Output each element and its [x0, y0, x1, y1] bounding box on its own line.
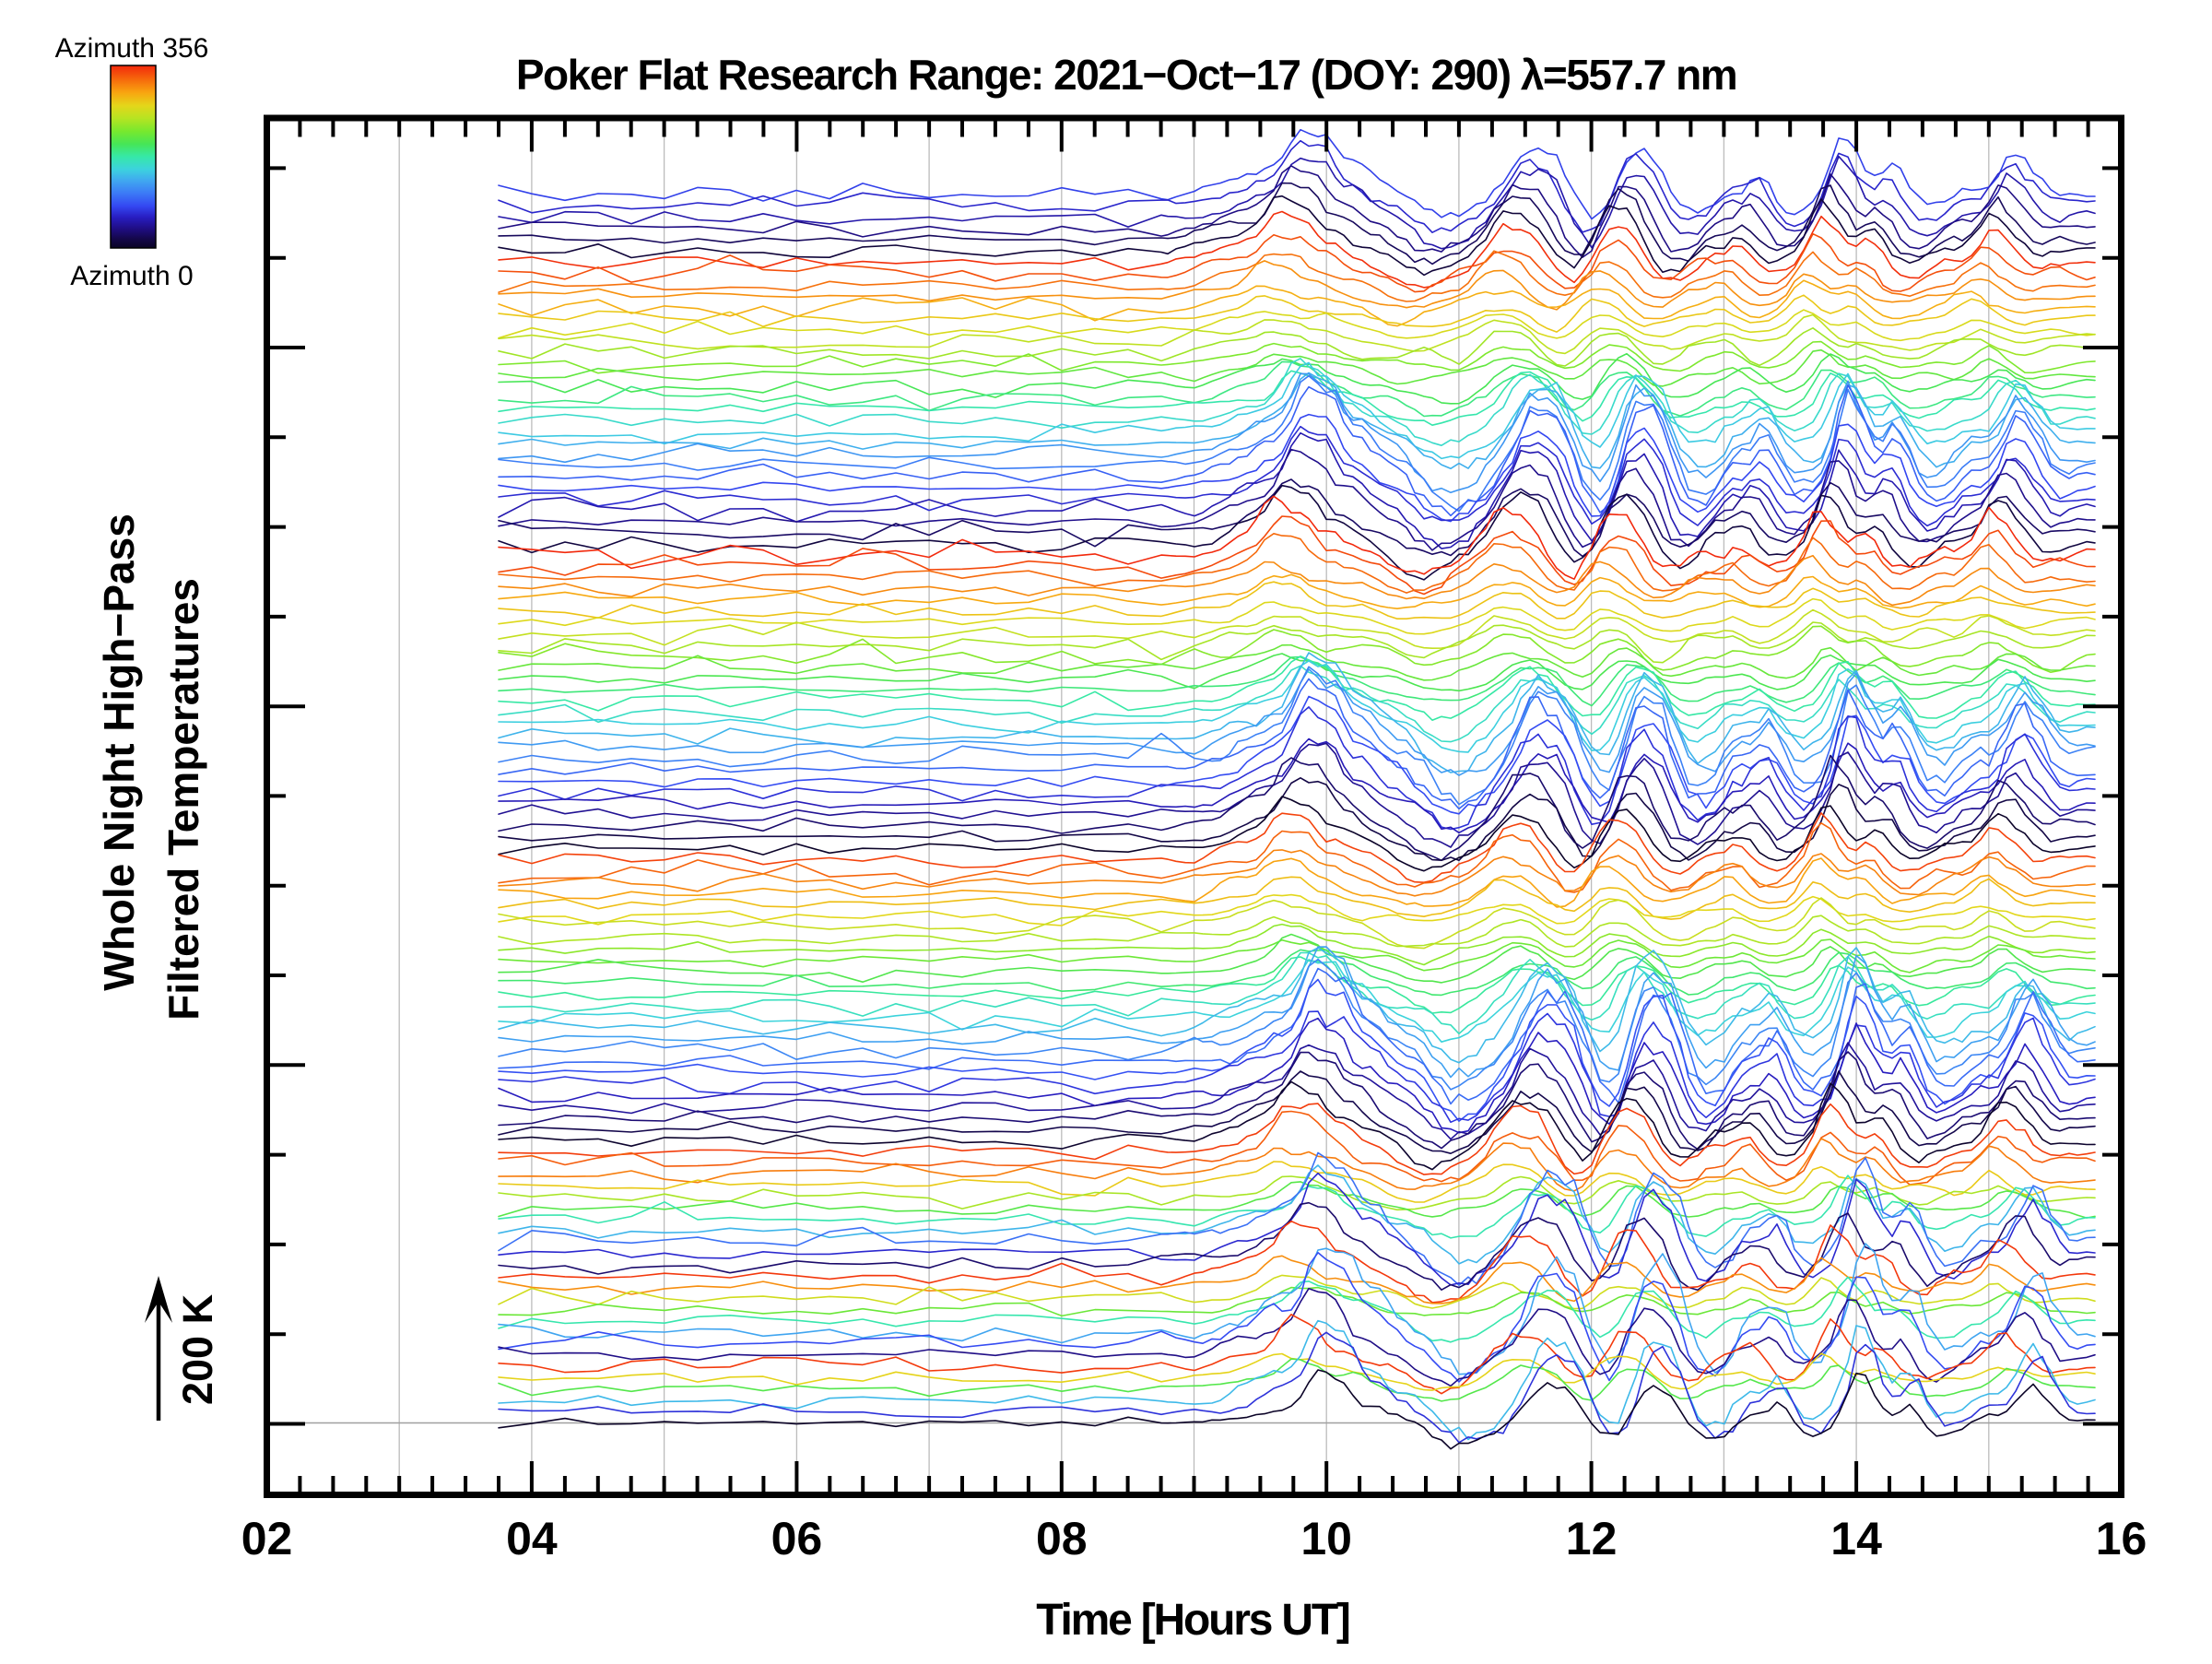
svg-text:04: 04: [506, 1513, 558, 1564]
svg-text:Time [Hours UT]: Time [Hours UT]: [1036, 1596, 1349, 1645]
svg-text:08: 08: [1036, 1513, 1088, 1564]
svg-text:02: 02: [241, 1513, 293, 1564]
svg-text:14: 14: [1830, 1513, 1882, 1564]
svg-text:Whole Night High−Pass: Whole Night High−Pass: [95, 513, 143, 991]
svg-text:Azimuth 356: Azimuth 356: [55, 33, 209, 64]
svg-text:10: 10: [1300, 1513, 1352, 1564]
svg-text:Filtered Temperatures: Filtered Temperatures: [159, 578, 207, 1021]
svg-text:Poker Flat Research Range: 202: Poker Flat Research Range: 2021−Oct−17 (…: [516, 51, 1736, 99]
svg-text:200 K: 200 K: [174, 1293, 221, 1405]
svg-text:Azimuth 0: Azimuth 0: [70, 261, 193, 291]
svg-text:06: 06: [771, 1513, 823, 1564]
svg-text:12: 12: [1566, 1513, 1618, 1564]
svg-text:16: 16: [2096, 1513, 2147, 1564]
